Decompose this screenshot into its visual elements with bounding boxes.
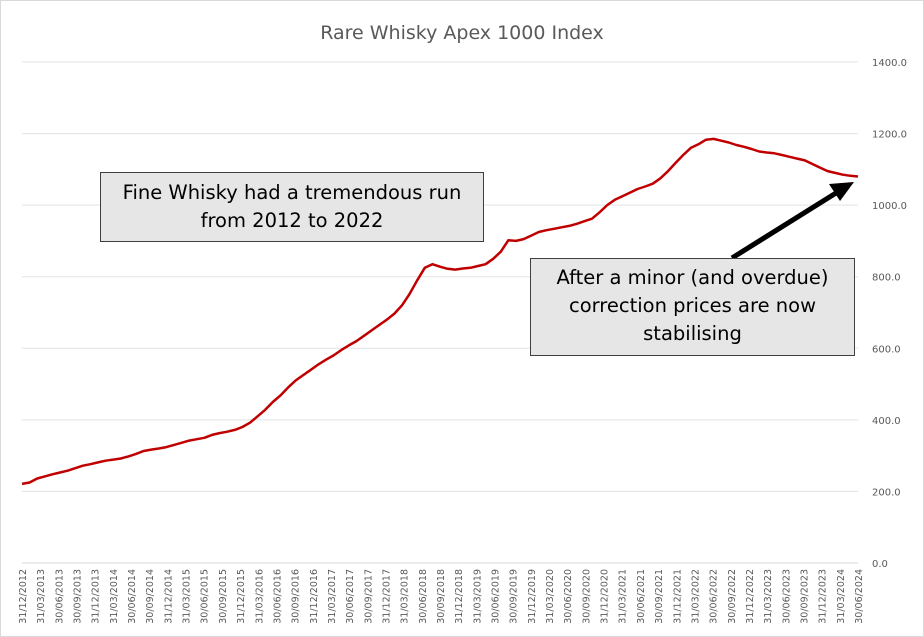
x-tick-label: 30/06/2017 [345, 569, 356, 624]
x-tick-label: 31/03/2020 [545, 569, 556, 624]
x-tick-label: 30/09/2021 [654, 569, 665, 624]
x-tick-label: 31/12/2013 [91, 569, 102, 624]
x-tick-label: 30/06/2016 [272, 569, 283, 624]
x-tick-label: 30/06/2020 [563, 569, 574, 624]
y-tick-label: 600.0 [872, 344, 901, 355]
x-tick-label: 31/12/2023 [818, 569, 829, 624]
x-tick-label: 31/03/2015 [182, 569, 193, 624]
x-tick-label: 30/06/2014 [127, 569, 138, 624]
y-tick-label: 1000.0 [872, 201, 907, 212]
x-tick-label: 30/09/2022 [727, 569, 738, 624]
x-tick-label: 31/12/2019 [527, 569, 538, 624]
x-tick-label: 30/06/2022 [709, 569, 720, 624]
x-tick-label: 30/09/2020 [581, 569, 592, 624]
x-tick-label: 31/12/2020 [600, 569, 611, 624]
y-tick-label: 400.0 [872, 416, 901, 427]
x-tick-label: 31/12/2016 [309, 569, 320, 624]
x-tick-label: 31/12/2021 [672, 569, 683, 624]
x-tick-label: 30/09/2014 [145, 569, 156, 624]
x-tick-label: 31/12/2012 [18, 569, 29, 624]
x-tick-label: 31/12/2018 [454, 569, 465, 624]
x-tick-label: 30/09/2016 [291, 569, 302, 624]
x-tick-label: 30/06/2013 [54, 569, 65, 624]
y-tick-label: 0.0 [872, 559, 888, 570]
x-tick-label: 30/09/2015 [218, 569, 229, 624]
x-tick-label: 31/03/2018 [400, 569, 411, 624]
y-axis-ticks: 0.0 200.0 400.0 600.0 800.0 1000.0 1200.0 1400.… [872, 58, 907, 570]
x-tick-label: 31/03/2013 [36, 569, 47, 624]
x-tick-label: 31/12/2014 [163, 569, 174, 624]
x-tick-label: 30/09/2023 [799, 569, 810, 624]
x-tick-label: 31/03/2016 [254, 569, 265, 624]
x-tick-label: 31/03/2023 [763, 569, 774, 624]
y-tick-label: 200.0 [872, 487, 901, 498]
annotation-callout-2: After a minor (and overdue) correction p… [530, 258, 855, 356]
x-tick-label: 30/06/2023 [781, 569, 792, 624]
x-tick-label: 31/03/2024 [836, 569, 847, 624]
x-tick-label: 30/06/2015 [200, 569, 211, 624]
x-tick-label: 30/09/2017 [363, 569, 374, 624]
annotation-arrow [730, 182, 854, 261]
arrow-shaft [730, 190, 838, 261]
x-axis-ticks: 31/12/2012 31/03/2013 30/06/2013 30/09/2013… [18, 569, 865, 624]
x-tick-label: 30/06/2018 [418, 569, 429, 624]
x-tick-label: 30/09/2019 [509, 569, 520, 624]
y-tick-label: 800.0 [872, 273, 901, 284]
series-line [21, 137, 859, 486]
x-tick-label: 30/06/2021 [636, 569, 647, 624]
x-tick-label: 31/12/2017 [381, 569, 392, 624]
x-tick-label: 30/06/2024 [854, 569, 865, 624]
x-tick-label: 31/12/2015 [236, 569, 247, 624]
x-tick-label: 31/03/2017 [327, 569, 338, 624]
series-group [21, 137, 859, 486]
x-tick-label: 31/12/2022 [745, 569, 756, 624]
arrow-head [829, 182, 854, 201]
x-tick-label: 31/03/2019 [472, 569, 483, 624]
annotation-callout-1: Fine Whisky had a tremendous run from 20… [100, 172, 484, 242]
x-tick-label: 31/03/2022 [690, 569, 701, 624]
x-tick-label: 30/09/2013 [73, 569, 84, 624]
x-tick-label: 30/06/2019 [491, 569, 502, 624]
x-tick-label: 31/03/2014 [109, 569, 120, 624]
chart-title: Rare Whisky Apex 1000 Index [320, 22, 604, 44]
y-tick-label: 1200.0 [872, 130, 907, 141]
x-tick-label: 30/09/2018 [436, 569, 447, 624]
y-tick-label: 1400.0 [872, 58, 907, 69]
x-tick-label: 31/03/2021 [618, 569, 629, 624]
